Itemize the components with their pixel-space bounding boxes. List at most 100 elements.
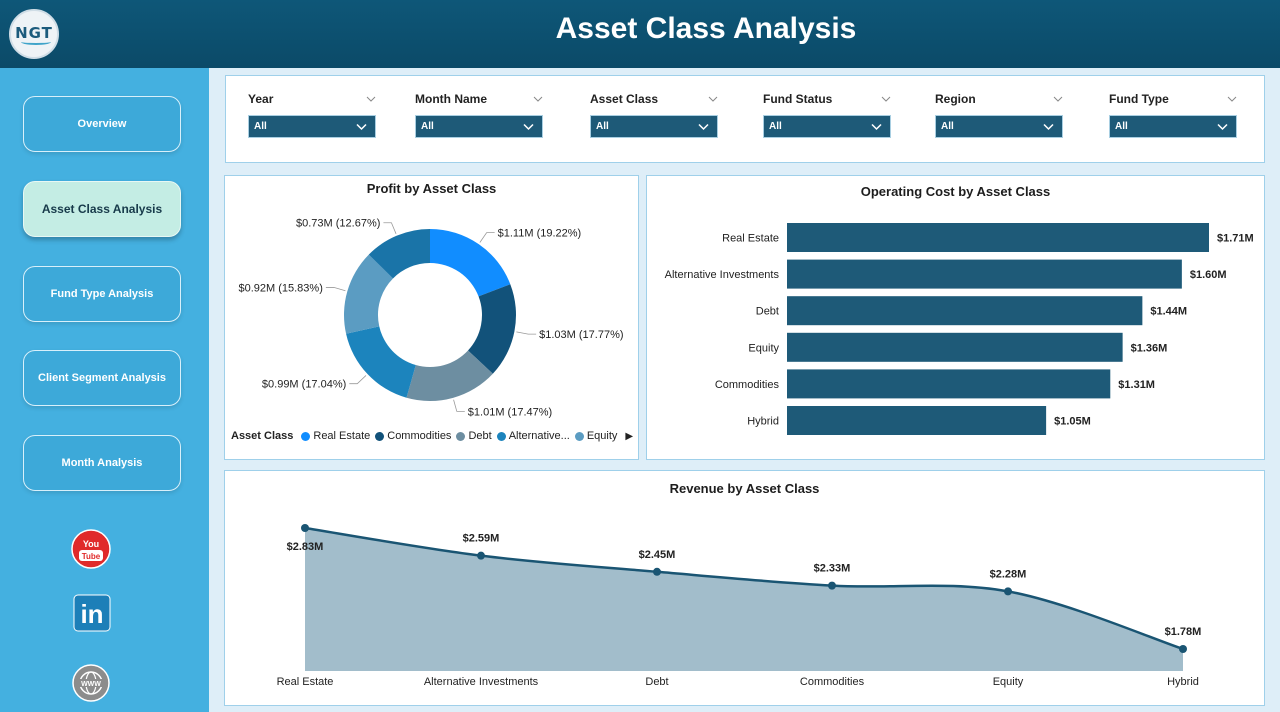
revenue-axis-tick-label: Commodities bbox=[800, 676, 865, 688]
chevron-down-icon[interactable] bbox=[1053, 94, 1063, 104]
donut-leader-line bbox=[479, 232, 495, 243]
filter-month-name-dropdown[interactable]: All bbox=[415, 115, 543, 138]
revenue-point-alternative-investments[interactable] bbox=[477, 551, 485, 560]
chevron-down-icon[interactable] bbox=[881, 94, 891, 104]
legend-item-real-estate[interactable]: Real Estate bbox=[301, 430, 370, 442]
revenue-point-commodities[interactable] bbox=[828, 581, 836, 590]
filter-fund-type-dropdown[interactable]: All bbox=[1109, 115, 1237, 138]
nav-button-month-analysis[interactable]: Month Analysis bbox=[23, 435, 181, 491]
filter-region-dropdown[interactable]: All bbox=[935, 115, 1063, 138]
operating-cost-chart-panel: Operating Cost by Asset Class Real Estat… bbox=[646, 175, 1265, 460]
legend-item-alternative[interactable]: Alternative... bbox=[496, 430, 570, 442]
linkedin-icon-text: in bbox=[80, 599, 103, 629]
nav-button-overview[interactable]: Overview bbox=[23, 96, 181, 152]
filter-month-name-value: All bbox=[421, 121, 434, 132]
legend-item-commodities[interactable]: Commodities bbox=[375, 430, 451, 442]
revenue-point-equity[interactable] bbox=[1004, 587, 1012, 596]
donut-slice-alternative-investments[interactable] bbox=[346, 326, 416, 398]
chevron-down-icon[interactable] bbox=[366, 94, 376, 104]
donut-data-label: $1.01M (17.47%) bbox=[468, 406, 552, 418]
chevron-down-icon[interactable] bbox=[533, 94, 543, 104]
filter-asset-class-dropdown[interactable]: All bbox=[590, 115, 718, 138]
bar-category-label: Commodities bbox=[715, 379, 780, 391]
donut-leader-line bbox=[516, 331, 537, 335]
donut-data-label: $0.73M (12.67%) bbox=[296, 218, 380, 230]
bar-alternative-investments[interactable] bbox=[787, 259, 1182, 289]
logo-swoosh bbox=[21, 39, 51, 45]
donut-data-label: $0.99M (17.04%) bbox=[262, 379, 346, 391]
revenue-point-debt[interactable] bbox=[653, 567, 661, 576]
main-content: Year All Month Name All Asset Class All bbox=[209, 68, 1280, 712]
donut-data-label: $1.03M (17.77%) bbox=[539, 329, 623, 341]
legend-dot bbox=[496, 431, 506, 441]
revenue-area-fill bbox=[305, 528, 1183, 671]
nav-button-asset-class-analysis[interactable]: Asset Class Analysis bbox=[23, 181, 181, 237]
chevron-down-icon bbox=[523, 123, 534, 131]
header-bar: NGT Asset Class Analysis bbox=[0, 0, 1280, 68]
revenue-data-label: $2.33M bbox=[814, 563, 851, 575]
filter-asset-class-value: All bbox=[596, 121, 609, 132]
nav-button-fund-type-analysis[interactable]: Fund Type Analysis bbox=[23, 266, 181, 322]
legend-title: Asset Class bbox=[231, 430, 294, 442]
legend-item-debt[interactable]: Debt bbox=[456, 430, 492, 442]
bar-hybrid[interactable] bbox=[787, 406, 1047, 435]
profit-donut-chart: $1.11M (19.22%) $1.03M (17.77%) $1.01M (17… bbox=[238, 218, 623, 419]
donut-slice-hybrid[interactable] bbox=[368, 229, 430, 279]
filter-year-dropdown[interactable]: All bbox=[248, 115, 376, 138]
legend-dot bbox=[301, 431, 311, 441]
chevron-down-icon bbox=[1043, 123, 1054, 131]
filter-asset-class-label: Asset Class bbox=[590, 92, 659, 106]
filter-month-name-label: Month Name bbox=[415, 92, 487, 106]
filter-year-value: All bbox=[254, 121, 267, 132]
donut-slice-equity[interactable] bbox=[344, 254, 393, 334]
revenue-data-label: $2.83M bbox=[287, 541, 324, 553]
legend-next-arrow-icon[interactable]: ▶ bbox=[625, 430, 634, 442]
revenue-data-label: $2.45M bbox=[639, 549, 676, 561]
bar-category-label: Alternative Investments bbox=[665, 269, 780, 281]
bar-commodities[interactable] bbox=[787, 369, 1111, 399]
revenue-data-label: $2.28M bbox=[990, 568, 1027, 580]
legend-dot bbox=[456, 431, 466, 441]
revenue-data-label: $1.78M bbox=[1165, 626, 1202, 638]
bar-equity[interactable] bbox=[787, 332, 1123, 362]
revenue-point-hybrid[interactable] bbox=[1179, 645, 1187, 653]
youtube-icon[interactable]: You Tube bbox=[71, 529, 111, 574]
legend-label: Equity bbox=[586, 430, 618, 442]
filter-fund-type-label: Fund Type bbox=[1109, 92, 1169, 106]
bar-debt[interactable] bbox=[787, 296, 1143, 326]
youtube-icon-text-bottom: Tube bbox=[82, 552, 101, 561]
revenue-axis-tick-label: Hybrid bbox=[1167, 676, 1199, 688]
donut-slice-real-estate[interactable] bbox=[430, 229, 511, 297]
globe-icon[interactable]: WWW bbox=[72, 664, 110, 707]
revenue-point-real-estate[interactable] bbox=[301, 524, 309, 532]
chevron-down-icon bbox=[356, 123, 367, 131]
filter-fund-status-dropdown[interactable]: All bbox=[763, 115, 891, 138]
youtube-icon-text-top: You bbox=[83, 539, 99, 549]
donut-data-label: $1.11M (19.22%) bbox=[498, 228, 582, 240]
filter-region-value: All bbox=[941, 121, 954, 132]
donut-slice-commodities[interactable] bbox=[467, 284, 516, 374]
linkedin-icon[interactable]: in bbox=[73, 594, 111, 637]
chevron-down-icon bbox=[871, 123, 882, 131]
operating-cost-chart-title: Operating Cost by Asset Class bbox=[860, 184, 1051, 199]
bar-data-label: $1.60M bbox=[1190, 269, 1227, 281]
chevron-down-icon[interactable] bbox=[708, 94, 718, 104]
filter-fund-status-label: Fund Status bbox=[763, 92, 833, 106]
revenue-data-label: $2.59M bbox=[463, 533, 500, 545]
legend-item-equity[interactable]: Equity bbox=[574, 430, 618, 442]
revenue-area-chart: $2.83M Real Estate $2.59M Alternative Inves… bbox=[277, 524, 1202, 688]
chevron-down-icon[interactable] bbox=[1227, 94, 1237, 104]
filter-region-label: Region bbox=[935, 92, 976, 106]
filter-year-label: Year bbox=[248, 92, 274, 106]
logo-text: NGT bbox=[15, 24, 53, 42]
bar-data-label: $1.44M bbox=[1150, 306, 1187, 318]
revenue-chart-title: Revenue by Asset Class bbox=[669, 481, 820, 496]
filters-panel: Year All Month Name All Asset Class All bbox=[225, 75, 1265, 163]
nav-button-client-segment-analysis[interactable]: Client Segment Analysis bbox=[23, 350, 181, 406]
bar-real-estate[interactable] bbox=[787, 223, 1209, 252]
legend-label: Alternative... bbox=[508, 430, 570, 442]
filter-fund-type-value: All bbox=[1115, 121, 1128, 132]
donut-slice-debt[interactable] bbox=[406, 350, 493, 401]
revenue-axis-tick-label: Real Estate bbox=[277, 676, 334, 688]
revenue-axis-tick-label: Equity bbox=[993, 676, 1024, 688]
